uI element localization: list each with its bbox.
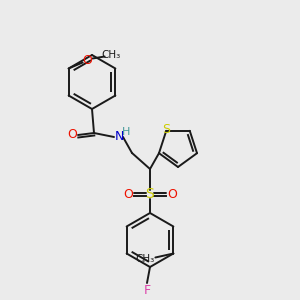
Text: O: O — [123, 188, 133, 200]
Text: S: S — [162, 123, 170, 136]
Text: O: O — [167, 188, 177, 200]
Text: H: H — [122, 127, 130, 137]
Text: O: O — [67, 128, 77, 140]
Text: CH₃: CH₃ — [101, 50, 120, 61]
Text: CH₃: CH₃ — [136, 254, 155, 263]
Text: F: F — [143, 284, 151, 296]
Text: S: S — [146, 187, 154, 201]
Text: O: O — [83, 54, 93, 67]
Text: N: N — [114, 130, 124, 142]
